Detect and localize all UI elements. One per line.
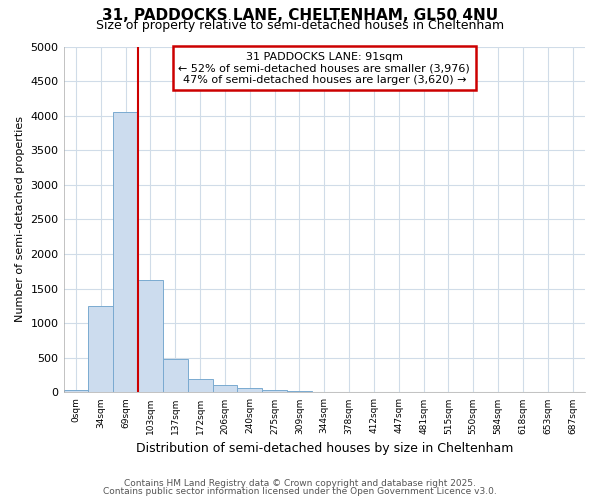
Text: Contains public sector information licensed under the Open Government Licence v3: Contains public sector information licen…: [103, 487, 497, 496]
Bar: [138, 280, 163, 392]
Text: 31 PADDOCKS LANE: 91sqm
← 52% of semi-detached houses are smaller (3,976)
47% of: 31 PADDOCKS LANE: 91sqm ← 52% of semi-de…: [178, 52, 470, 85]
X-axis label: Distribution of semi-detached houses by size in Cheltenham: Distribution of semi-detached houses by …: [136, 442, 513, 455]
Bar: [64, 390, 88, 392]
Text: Contains HM Land Registry data © Crown copyright and database right 2025.: Contains HM Land Registry data © Crown c…: [124, 478, 476, 488]
Bar: [88, 306, 113, 392]
Text: 31, PADDOCKS LANE, CHELTENHAM, GL50 4NU: 31, PADDOCKS LANE, CHELTENHAM, GL50 4NU: [102, 8, 498, 22]
Bar: [188, 378, 212, 392]
Bar: [113, 112, 138, 392]
Bar: [287, 391, 312, 392]
Text: Size of property relative to semi-detached houses in Cheltenham: Size of property relative to semi-detach…: [96, 18, 504, 32]
Bar: [262, 390, 287, 392]
Bar: [163, 359, 188, 392]
Y-axis label: Number of semi-detached properties: Number of semi-detached properties: [15, 116, 25, 322]
Bar: [238, 388, 262, 392]
Bar: [212, 385, 238, 392]
